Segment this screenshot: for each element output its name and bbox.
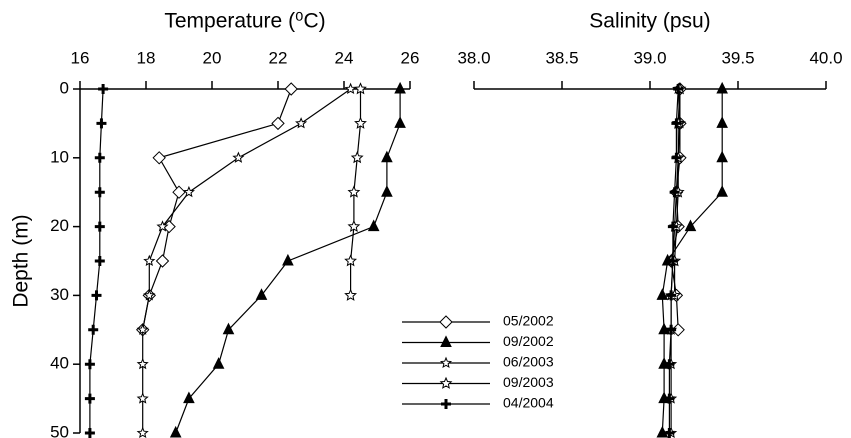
marker [666, 290, 677, 301]
series-line [142, 88, 351, 433]
marker [684, 219, 697, 232]
y-tick-label: 10 [50, 147, 69, 166]
marker [671, 152, 682, 163]
marker [664, 393, 675, 404]
marker [172, 185, 186, 199]
marker [136, 426, 149, 438]
marker [94, 152, 105, 163]
marker [344, 254, 358, 267]
marker [136, 323, 149, 335]
marker [91, 290, 102, 301]
marker [350, 151, 364, 164]
legend-label: 09/2002 [503, 333, 554, 349]
marker [212, 357, 225, 369]
marker [439, 356, 453, 369]
marker [232, 151, 245, 163]
marker [94, 256, 105, 266]
marker [664, 359, 675, 370]
marker [673, 84, 684, 94]
x-tick-label: 20 [203, 48, 222, 67]
y-tick-label: 40 [50, 354, 69, 373]
marker [284, 82, 298, 96]
marker [182, 185, 195, 198]
marker [667, 256, 678, 266]
marker [143, 289, 156, 301]
marker [716, 185, 728, 197]
x-tick-label: 22 [269, 48, 288, 67]
x-tick-label: 38.5 [545, 48, 578, 67]
marker [381, 150, 393, 163]
marker [716, 150, 728, 163]
marker [347, 185, 361, 198]
marker [98, 84, 109, 94]
marker [441, 399, 451, 409]
marker [669, 187, 680, 198]
marker [152, 151, 166, 165]
legend-label: 06/2003 [503, 354, 554, 370]
y-tick-label: 50 [50, 422, 69, 438]
marker [667, 221, 678, 232]
marker [84, 393, 95, 404]
marker [347, 219, 361, 233]
marker [282, 253, 294, 266]
marker [367, 219, 380, 232]
marker [94, 187, 105, 198]
marker [255, 288, 268, 300]
marker [344, 82, 357, 95]
legend-label: 04/2004 [503, 395, 554, 411]
marker [716, 116, 728, 128]
chart-title: Temperature (⁰C) [164, 10, 325, 33]
marker [84, 359, 95, 370]
marker [344, 288, 358, 301]
marker [295, 117, 308, 129]
marker [666, 324, 677, 335]
marker [96, 118, 107, 129]
marker [183, 391, 195, 404]
marker [394, 81, 406, 94]
y-tick-label: 20 [50, 216, 69, 235]
marker [354, 116, 367, 129]
y-tick-label: 0 [60, 78, 69, 97]
x-tick-label: 40.0 [809, 48, 842, 67]
marker [354, 82, 367, 95]
marker [136, 392, 149, 404]
marker [671, 118, 682, 129]
x-tick-label: 16 [71, 48, 90, 67]
marker [94, 221, 105, 232]
marker [381, 185, 393, 197]
y-axis-label: Depth (m) [10, 214, 33, 307]
x-tick-label: 39.5 [721, 48, 754, 67]
x-tick-label: 26 [401, 48, 420, 67]
marker [88, 324, 99, 335]
marker [169, 425, 182, 438]
marker [440, 335, 452, 347]
marker [716, 81, 728, 94]
marker [143, 254, 156, 267]
x-tick-label: 24 [335, 48, 354, 67]
x-tick-label: 39.0 [633, 48, 666, 67]
marker [271, 116, 285, 131]
marker [656, 288, 669, 300]
y-tick-label: 30 [50, 285, 69, 304]
marker [222, 322, 235, 335]
marker [155, 254, 170, 268]
legend-label: 09/2003 [503, 374, 554, 390]
x-tick-label: 18 [137, 48, 156, 67]
chart-title: Salinity (psu) [589, 10, 710, 33]
series-line [142, 88, 292, 330]
x-tick-label: 38.0 [457, 48, 490, 67]
marker [439, 376, 453, 389]
legend-label: 05/2002 [503, 313, 554, 329]
marker [156, 220, 169, 232]
marker [136, 357, 149, 370]
marker [439, 315, 453, 329]
marker [394, 116, 406, 128]
marker [664, 428, 675, 438]
marker [84, 428, 95, 438]
